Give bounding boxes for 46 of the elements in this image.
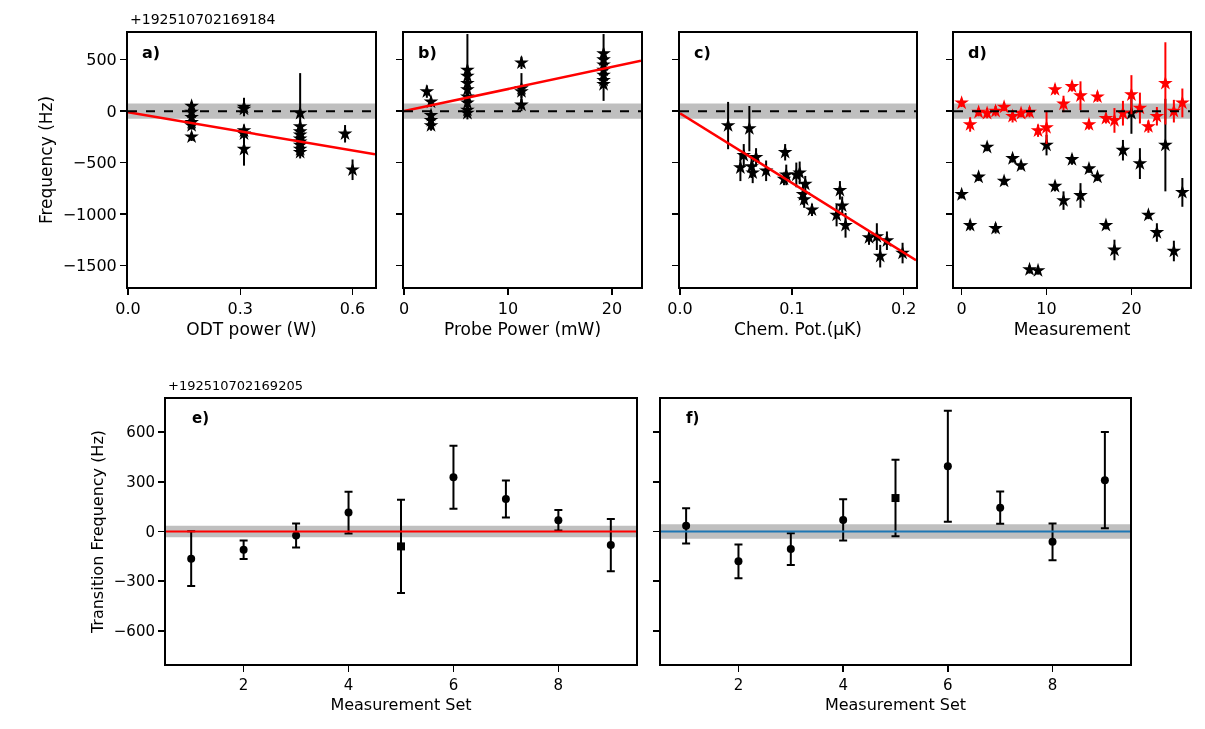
text: +192510702169205 [168, 378, 303, 393]
y-axis-title: Frequency (Hz) [35, 95, 56, 225]
x-tick-label: 6 [943, 676, 953, 694]
x-axis-title: Measurement Set [824, 695, 967, 715]
x-tick-label: 0 [398, 299, 410, 319]
y-tick-label: −300 [113, 572, 155, 591]
text: a) [142, 43, 161, 62]
y-tick-label: −1000 [62, 204, 117, 224]
x-tick-label: 20 [1121, 299, 1142, 319]
x-tick-label: 0.0 [667, 299, 693, 319]
x-axis-title: ODT power (W) [186, 319, 317, 340]
x-tick-label: 0.0 [115, 299, 141, 319]
y-tick-label: 500 [86, 50, 117, 70]
x-tick-label: 4 [838, 676, 848, 694]
text: b) [418, 43, 437, 62]
x-tick-label: 0.3 [227, 299, 253, 319]
x-tick-label: 20 [601, 299, 623, 319]
x-axis-title: Chem. Pot.(μK) [734, 319, 862, 340]
x-tick-label: 10 [497, 299, 519, 319]
x-tick-label: 0.1 [779, 299, 805, 319]
x-tick-label: 8 [553, 676, 564, 694]
text: +192510702169184 [130, 11, 276, 27]
text: d) [968, 43, 987, 62]
y-tick-label: −500 [72, 153, 117, 173]
x-tick-label: 2 [733, 676, 744, 694]
y-tick-label: −600 [113, 622, 155, 641]
x-tick-label: 0 [956, 299, 967, 319]
x-tick-label: 0.6 [339, 299, 366, 319]
y-tick-label: 600 [126, 423, 155, 442]
text: e) [192, 409, 210, 427]
x-tick-label: 2 [238, 676, 249, 694]
x-tick-label: 8 [1047, 676, 1058, 694]
x-tick-label: 0.2 [890, 299, 917, 319]
y-axis-title: Transition Frequency (Hz) [88, 429, 108, 635]
text: f) [686, 409, 700, 427]
x-axis-title: Probe Power (mW) [443, 319, 602, 340]
text: c) [694, 43, 711, 62]
x-tick-label: 10 [1036, 299, 1057, 319]
y-tick-label: −1500 [62, 256, 117, 275]
x-tick-label: 6 [448, 676, 459, 694]
y-tick-label: 300 [126, 473, 155, 492]
y-tick-label: 0 [145, 522, 155, 541]
y-tick-label: 0 [106, 101, 117, 121]
x-tick-label: 4 [343, 676, 354, 694]
x-axis-title: Measurement [1013, 319, 1131, 340]
x-axis-title: Measurement Set [330, 695, 472, 715]
